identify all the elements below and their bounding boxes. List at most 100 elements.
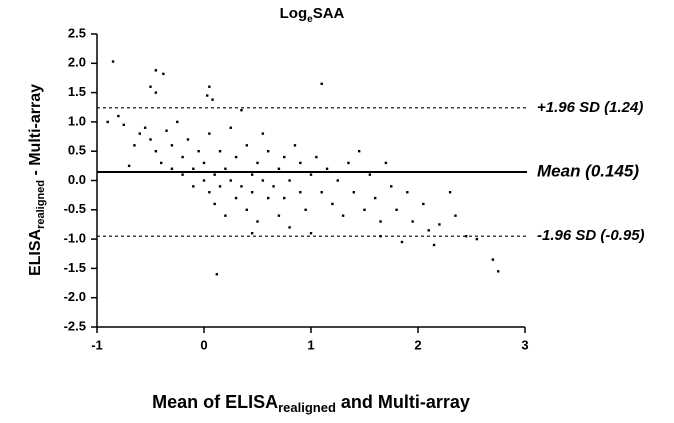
x-tick-label: 0 — [200, 337, 207, 352]
title-part: SAA — [313, 5, 345, 22]
x-tick-label: 2 — [414, 337, 421, 352]
point — [218, 150, 222, 153]
point — [181, 173, 184, 176]
x-tick-label: -1 — [91, 337, 103, 352]
point — [240, 108, 243, 112]
point — [347, 161, 350, 165]
point — [454, 214, 457, 217]
y-tick-label: -2.5 — [64, 318, 86, 333]
point — [162, 72, 165, 76]
point — [176, 120, 179, 124]
point — [122, 123, 125, 127]
point — [309, 173, 313, 176]
point — [138, 132, 141, 135]
point — [390, 185, 393, 188]
point — [464, 234, 468, 238]
point — [267, 150, 270, 153]
point — [427, 229, 430, 232]
point — [325, 167, 329, 170]
point — [379, 234, 382, 238]
point — [154, 91, 158, 94]
x-tick-label: 3 — [521, 337, 528, 352]
y-tick-label: 0.0 — [68, 172, 86, 187]
point — [277, 167, 281, 170]
point — [283, 155, 286, 159]
reference-label: +1.96 SD (1.24) — [537, 99, 643, 116]
point — [261, 132, 265, 135]
y-tick-label: 2.5 — [68, 25, 86, 40]
point — [315, 155, 318, 159]
point — [438, 223, 441, 226]
point — [245, 208, 248, 211]
point — [229, 126, 232, 129]
point — [384, 161, 388, 165]
point — [117, 114, 120, 118]
point — [202, 179, 206, 182]
x-axis-label: Mean of ELISArealigned and Multi-array — [152, 392, 470, 415]
y-tick-label: 1.5 — [68, 84, 86, 99]
y-tick-label: -0.5 — [64, 201, 86, 216]
y-tick-label: 0.5 — [68, 143, 86, 158]
label-part: Mean of ELISA — [152, 392, 278, 412]
y-axis-label: ELISArealigned - Multi-array — [27, 84, 47, 276]
point — [133, 144, 136, 147]
point — [422, 202, 425, 206]
point — [245, 144, 248, 147]
point — [256, 161, 259, 165]
point — [497, 270, 500, 273]
title-subscript: e — [307, 14, 313, 25]
point — [154, 69, 158, 72]
point — [215, 273, 219, 276]
label-part: ELISA — [27, 228, 44, 276]
reference-label: Mean (0.145) — [537, 161, 639, 180]
point — [320, 191, 323, 194]
chart-title: LogeSAA — [280, 5, 345, 25]
point — [368, 173, 372, 176]
label-subscript: realigned — [278, 400, 336, 415]
point — [400, 240, 404, 244]
point — [299, 191, 302, 194]
point — [491, 258, 495, 261]
y-tick-label: -2.0 — [64, 289, 86, 304]
point — [208, 132, 211, 135]
point — [288, 226, 291, 229]
point — [218, 185, 222, 188]
point — [208, 85, 211, 88]
point — [277, 214, 281, 217]
point — [127, 164, 131, 168]
point — [240, 185, 243, 188]
point — [406, 191, 409, 194]
point — [192, 167, 195, 170]
y-tick-label: 2.0 — [68, 55, 86, 70]
point — [197, 150, 200, 153]
point — [341, 214, 345, 217]
label-part: - Multi-array — [27, 84, 44, 180]
point — [250, 173, 254, 176]
point — [213, 173, 216, 176]
point — [374, 196, 377, 200]
point — [352, 191, 355, 194]
point — [213, 202, 216, 206]
point — [111, 60, 115, 63]
point — [170, 167, 174, 170]
point — [288, 179, 291, 182]
point — [206, 94, 209, 97]
point — [181, 155, 184, 159]
point — [234, 155, 238, 159]
point — [331, 202, 334, 206]
point — [170, 144, 174, 147]
point — [234, 196, 238, 200]
point — [202, 161, 206, 165]
point — [357, 150, 361, 153]
point — [256, 220, 259, 223]
label-subscript: realigned — [35, 180, 47, 229]
point — [272, 185, 275, 188]
title-part: Log — [280, 5, 308, 22]
point — [309, 232, 313, 235]
point — [320, 82, 323, 86]
point — [186, 138, 190, 141]
y-tick-label: 1.0 — [68, 113, 86, 128]
point — [224, 214, 227, 217]
point — [224, 167, 227, 170]
